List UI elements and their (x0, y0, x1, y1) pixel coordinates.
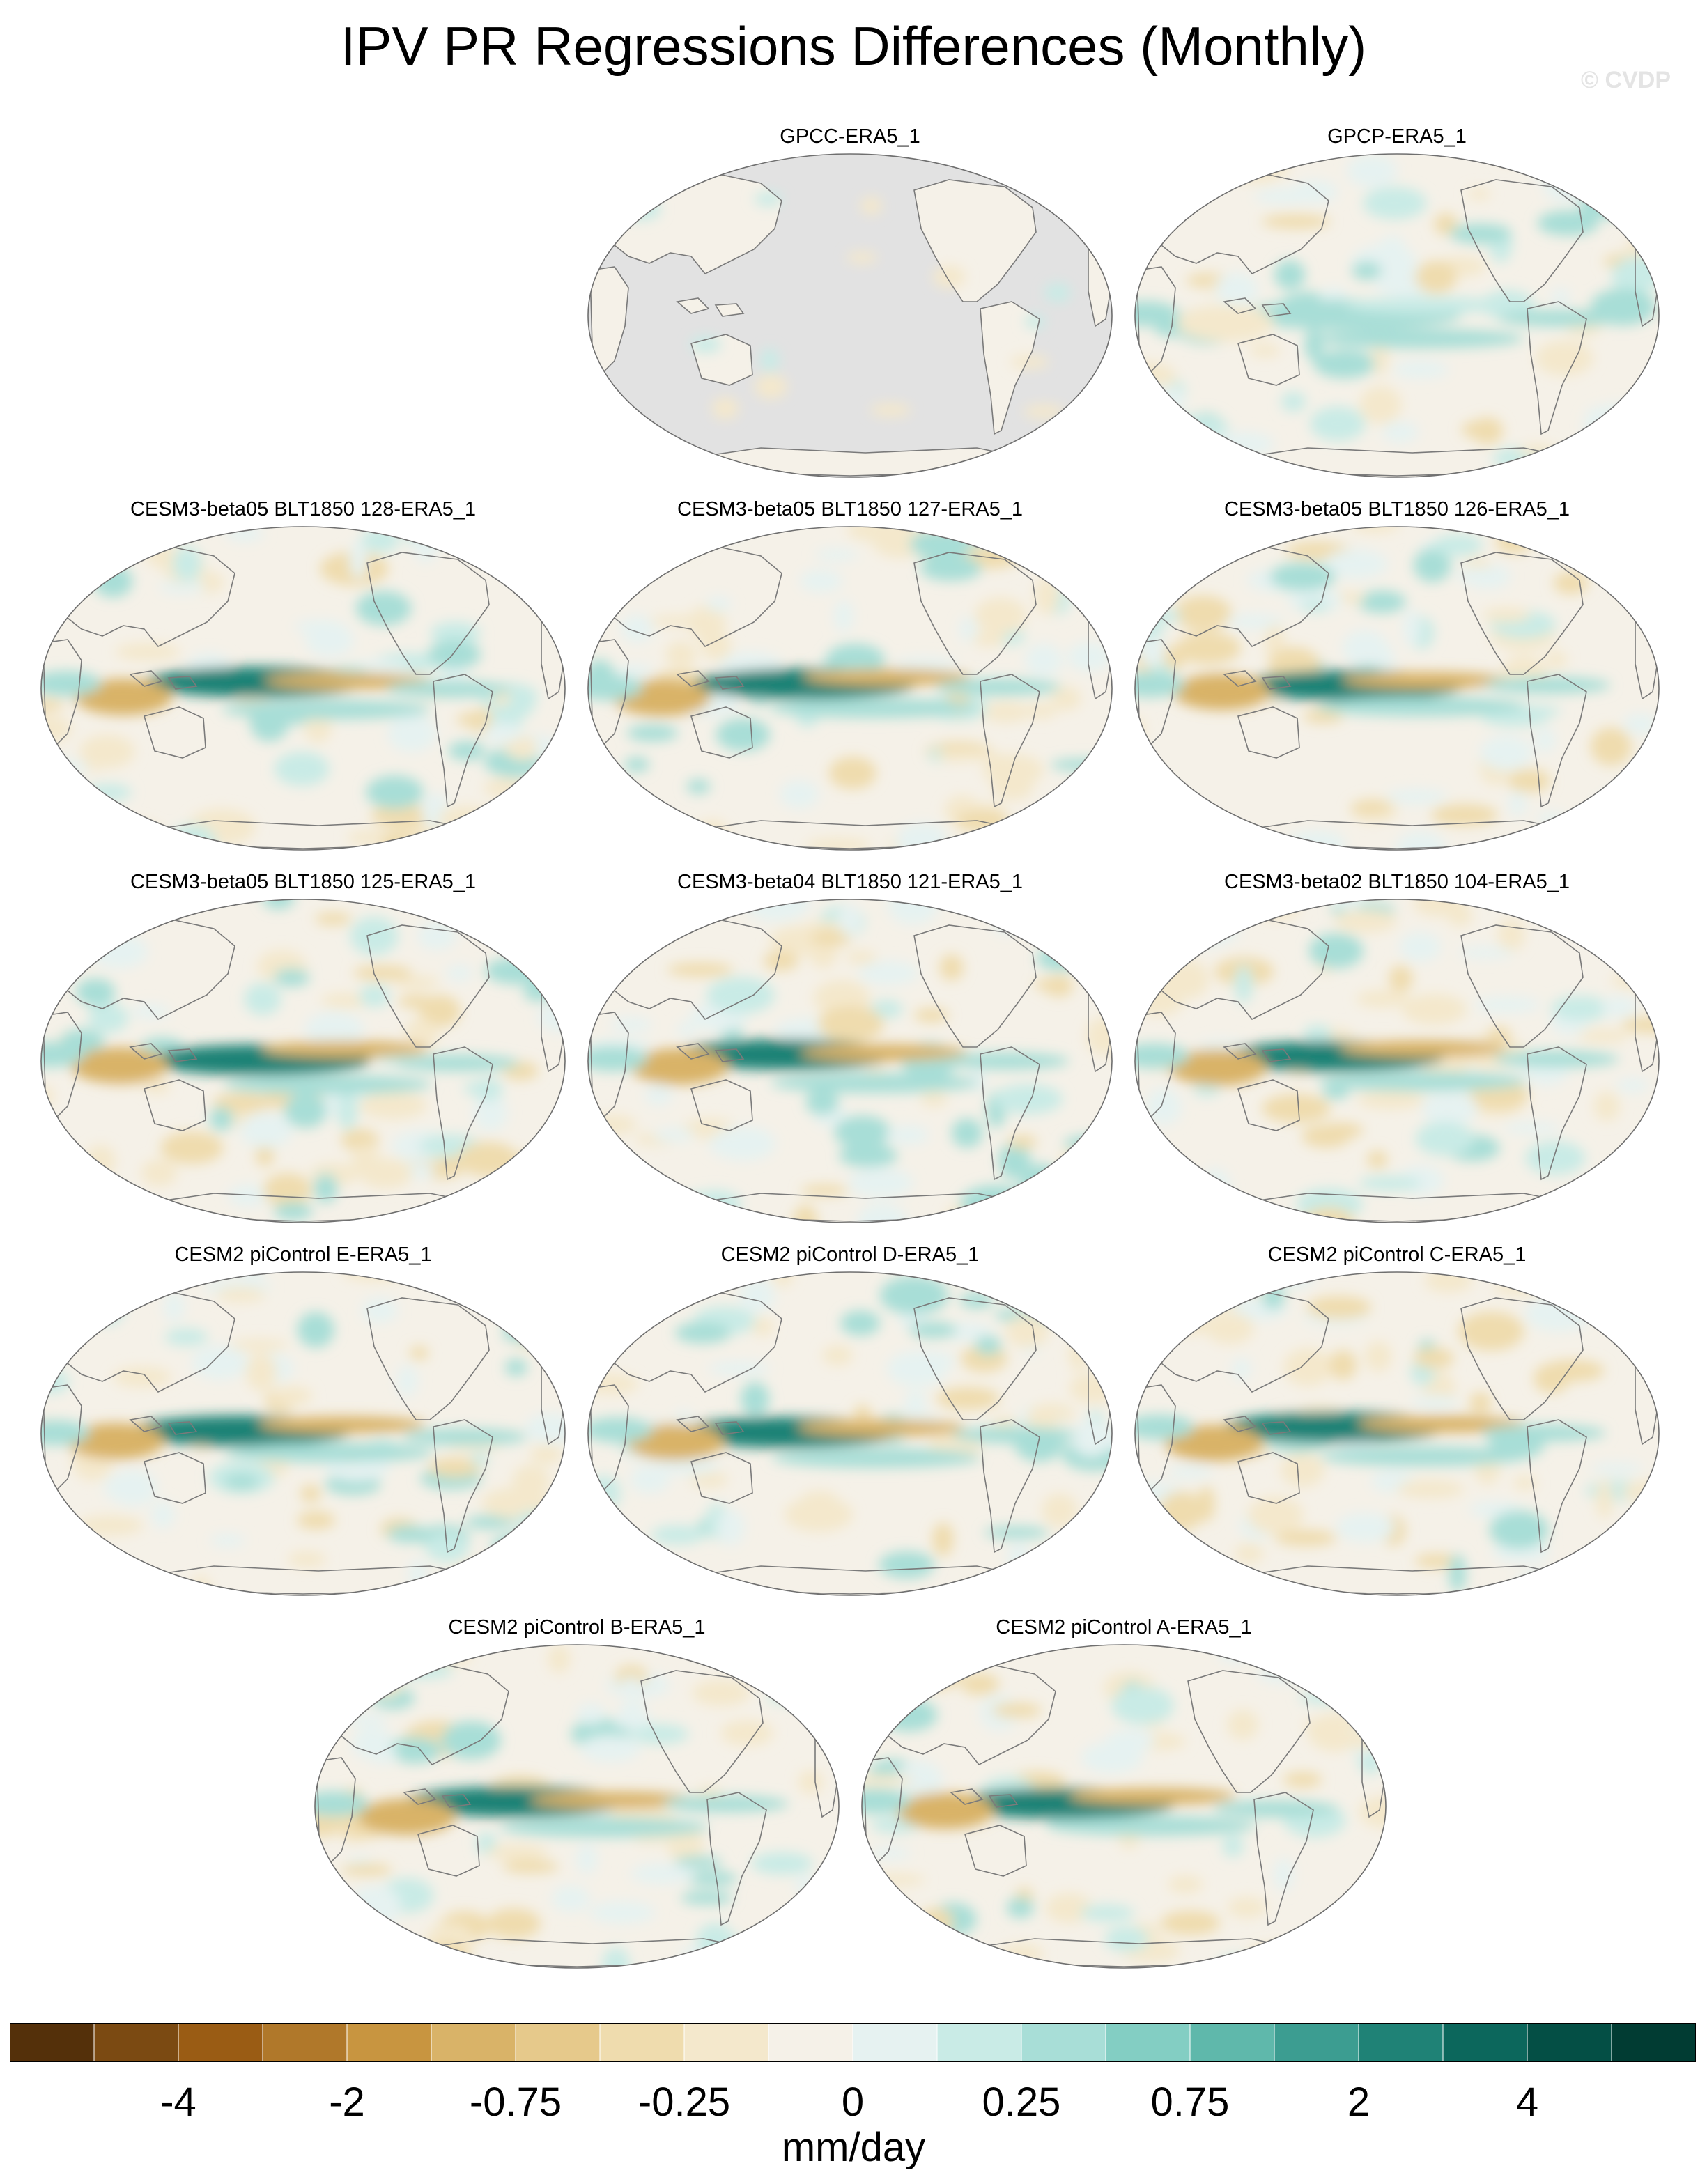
world-map (587, 153, 1113, 478)
colorbar (10, 2023, 1696, 2062)
colorbar-swatch (1358, 2023, 1444, 2062)
colorbar-swatch (262, 2023, 348, 2062)
panel-title: CESM3-beta04 BLT1850 121-ERA5_1 (677, 871, 1023, 893)
colorbar-swatch (1105, 2023, 1191, 2062)
colorbar-swatch (1274, 2023, 1359, 2062)
map-panel: CESM2 piControl B-ERA5_1 (305, 1615, 849, 1991)
map-panel: CESM2 piControl E-ERA5_1 (31, 1242, 575, 1618)
colorbar-tick-label: -0.25 (638, 2080, 731, 2125)
world-map (40, 899, 566, 1223)
world-map (314, 1644, 840, 1969)
panel-title: CESM3-beta05 BLT1850 128-ERA5_1 (130, 498, 476, 520)
colorbar-tick-label: -2 (329, 2080, 365, 2125)
panel-title: GPCC-ERA5_1 (780, 125, 920, 148)
colorbar-swatch (768, 2023, 854, 2062)
world-map (40, 1271, 566, 1596)
panel-title: CESM2 piControl C-ERA5_1 (1267, 1244, 1527, 1266)
colorbar-swatch (1189, 2023, 1275, 2062)
world-map (587, 1271, 1113, 1596)
colorbar-tick-label: 2 (1347, 2080, 1370, 2125)
colorbar-swatch (599, 2023, 685, 2062)
colorbar-swatch (515, 2023, 601, 2062)
map-panel: CESM3-beta05 BLT1850 128-ERA5_1 (31, 497, 575, 873)
world-map (587, 899, 1113, 1223)
figure-title: IPV PR Regressions Differences (Monthly) (340, 15, 1367, 77)
world-map (587, 526, 1113, 851)
panel-title: CESM2 piControl B-ERA5_1 (448, 1616, 706, 1639)
colorbar-swatch (936, 2023, 1022, 2062)
panel-title: CESM3-beta05 BLT1850 127-ERA5_1 (677, 498, 1023, 520)
map-panel: CESM2 piControl D-ERA5_1 (578, 1242, 1122, 1618)
map-panel: GPCC-ERA5_1 (578, 124, 1122, 500)
colorbar-swatch (1527, 2023, 1612, 2062)
map-panel: GPCP-ERA5_1 (1125, 124, 1669, 500)
world-map (861, 1644, 1387, 1969)
world-map (40, 526, 566, 851)
colorbar-units: mm/day (781, 2125, 926, 2170)
map-panel: CESM2 piControl A-ERA5_1 (852, 1615, 1396, 1991)
colorbar-tick-label: 0 (841, 2080, 865, 2125)
world-map (1134, 153, 1660, 478)
panel-title: CESM2 piControl A-ERA5_1 (996, 1616, 1252, 1639)
colorbar-swatch (178, 2023, 263, 2062)
panel-title: CESM3-beta05 BLT1850 126-ERA5_1 (1224, 498, 1570, 520)
colorbar-tick-label: 0.25 (982, 2080, 1061, 2125)
colorbar-swatch (431, 2023, 516, 2062)
panel-title: CESM2 piControl D-ERA5_1 (720, 1244, 980, 1266)
colorbar-swatch (1021, 2023, 1106, 2062)
colorbar-tick-label: 0.75 (1150, 2080, 1230, 2125)
colorbar-swatch (93, 2023, 179, 2062)
world-map (1134, 526, 1660, 851)
world-map (1134, 1271, 1660, 1596)
world-map (1134, 899, 1660, 1223)
map-panel: CESM3-beta05 BLT1850 126-ERA5_1 (1125, 497, 1669, 873)
panel-title: CESM2 piControl E-ERA5_1 (174, 1244, 432, 1266)
map-panel: CESM3-beta05 BLT1850 125-ERA5_1 (31, 869, 575, 1246)
map-panel: CESM3-beta04 BLT1850 121-ERA5_1 (578, 869, 1122, 1246)
watermark: © CVDP (1581, 67, 1671, 93)
colorbar-swatch (10, 2023, 95, 2062)
colorbar-swatch (683, 2023, 769, 2062)
colorbar-swatch (1442, 2023, 1528, 2062)
map-panel: CESM2 piControl C-ERA5_1 (1125, 1242, 1669, 1618)
map-panel: CESM3-beta02 BLT1850 104-ERA5_1 (1125, 869, 1669, 1246)
map-panel: CESM3-beta05 BLT1850 127-ERA5_1 (578, 497, 1122, 873)
colorbar-swatch (852, 2023, 938, 2062)
panel-title: GPCP-ERA5_1 (1327, 125, 1467, 148)
colorbar-tick-label: 4 (1515, 2080, 1539, 2125)
panel-title: CESM3-beta02 BLT1850 104-ERA5_1 (1224, 871, 1570, 893)
colorbar-swatch (1611, 2023, 1696, 2062)
colorbar-tick-label: -4 (160, 2080, 196, 2125)
colorbar-swatch (346, 2023, 432, 2062)
panel-title: CESM3-beta05 BLT1850 125-ERA5_1 (130, 871, 476, 893)
colorbar-tick-label: -0.75 (469, 2080, 562, 2125)
